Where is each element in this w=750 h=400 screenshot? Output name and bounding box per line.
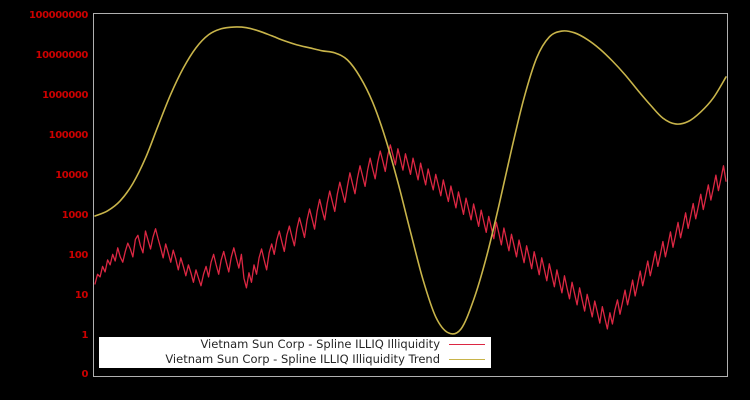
legend-entry-illiquidity: Vietnam Sun Corp - Spline ILLIQ Illiquid…	[99, 337, 491, 352]
y-tick-100000: 100000	[48, 130, 89, 141]
legend-swatch-illiquidity	[449, 344, 485, 345]
chart-canvas	[94, 26, 727, 335]
legend-label-illiquidity: Vietnam Sun Corp - Spline ILLIQ Illiquid…	[200, 337, 440, 351]
plot-area	[93, 13, 728, 377]
y-tick-1000: 1000	[61, 210, 89, 221]
legend-label-illiquidity-trend: Vietnam Sun Corp - Spline ILLIQ Illiquid…	[165, 352, 440, 366]
y-tick-1: 1	[81, 330, 88, 341]
series-line-illiquidity-trend	[94, 26, 727, 335]
y-tick-0: 0	[81, 369, 88, 380]
y-tick-100: 100	[68, 250, 88, 261]
y-tick-10: 10	[74, 290, 89, 301]
series-line-illiquidity	[94, 144, 727, 330]
y-tick-100000000: 100000000	[28, 10, 88, 21]
legend-swatch-illiquidity-trend	[449, 359, 485, 360]
chart-legend: Vietnam Sun Corp - Spline ILLIQ Illiquid…	[99, 337, 491, 368]
y-tick-10000000: 10000000	[35, 50, 89, 61]
y-tick-1000000: 1000000	[42, 90, 88, 101]
y-axis-tick-labels: 100000000 10000000 1000000 100000 10000 …	[0, 0, 88, 400]
legend-entry-illiquidity-trend: Vietnam Sun Corp - Spline ILLIQ Illiquid…	[99, 352, 491, 367]
y-tick-10000: 10000	[55, 170, 88, 181]
